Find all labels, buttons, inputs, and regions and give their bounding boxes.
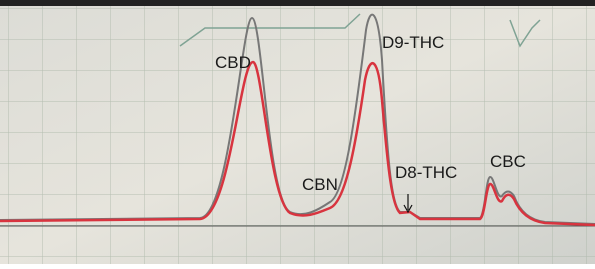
peak-label: D9-THC [382,33,444,52]
peak-label: D8-THC [395,163,457,182]
peak-label: CBC [490,152,526,171]
peak-label: CBD [215,53,251,72]
chromatogram-photo: CBD CBN D9-THC D8-THC CBC [0,0,595,264]
grid [0,0,595,264]
peak-label: CBN [302,175,338,194]
top-edge [0,0,595,6]
